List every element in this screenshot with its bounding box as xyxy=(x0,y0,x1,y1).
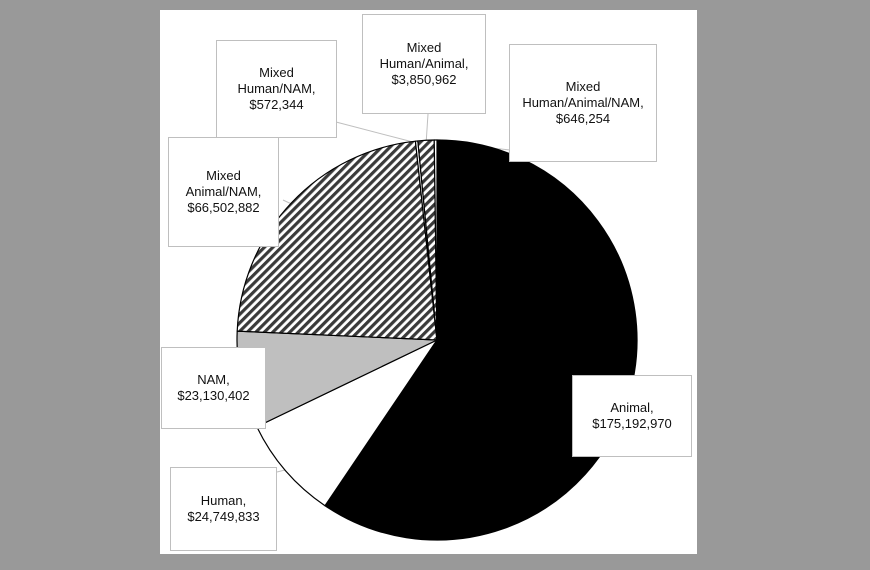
label-mixed-human-animal-line-1: Mixed xyxy=(406,40,442,55)
label-mixed-human-animal-nam: Mixed Human/Animal/NAM, $646,254 xyxy=(509,44,657,162)
slice-mixed-animal-nam xyxy=(236,140,438,341)
slice-mixed-human-animal-nam xyxy=(433,139,438,341)
label-mixed-human-animal: Mixed Human/Animal, $3,850,962 xyxy=(362,14,486,114)
label-human-line-2: $24,749,833 xyxy=(187,509,260,524)
label-mixed-human-animal-line-3: $3,850,962 xyxy=(391,72,457,87)
label-mixed-animal-nam: Mixed Animal/NAM, $66,502,882 xyxy=(168,137,279,247)
label-nam-line-2: $23,130,402 xyxy=(177,388,250,403)
label-animal-line-2: $175,192,970 xyxy=(592,416,672,431)
label-mixed-human-animal-nam-line-2: Human/Animal/NAM, xyxy=(522,95,644,110)
label-mixed-human-nam: Mixed Human/NAM, $572,344 xyxy=(216,40,337,138)
label-mixed-animal-nam-line-3: $66,502,882 xyxy=(187,200,260,215)
label-mixed-animal-nam-line-2: Animal/NAM, xyxy=(185,184,262,199)
chart-panel: Animal, $175,192,970 Human, $24,749,833 … xyxy=(160,10,697,554)
label-animal: Animal, $175,192,970 xyxy=(572,375,692,457)
label-nam: NAM, $23,130,402 xyxy=(161,347,266,429)
label-mixed-animal-nam-line-1: Mixed xyxy=(206,168,241,183)
label-mixed-human-animal-nam-line-3: $646,254 xyxy=(555,111,611,126)
label-mixed-human-animal-line-2: Human/Animal, xyxy=(379,56,469,71)
pie-slices xyxy=(236,139,638,541)
leader-line-mixed-human-nam xyxy=(335,121,417,144)
pie-chart xyxy=(236,113,638,541)
label-human: Human, $24,749,833 xyxy=(170,467,277,551)
label-mixed-human-nam-line-1: Mixed xyxy=(259,65,294,80)
label-mixed-human-nam-line-2: Human/NAM, xyxy=(237,81,316,96)
label-human-line-1: Human, xyxy=(200,493,247,508)
label-nam-line-1: NAM, xyxy=(197,372,230,387)
label-mixed-human-nam-line-3: $572,344 xyxy=(249,97,304,112)
label-animal-line-1: Animal, xyxy=(610,400,654,415)
label-mixed-human-animal-nam-line-1: Mixed xyxy=(565,79,601,94)
leader-line-mixed-human-animal xyxy=(425,113,429,143)
